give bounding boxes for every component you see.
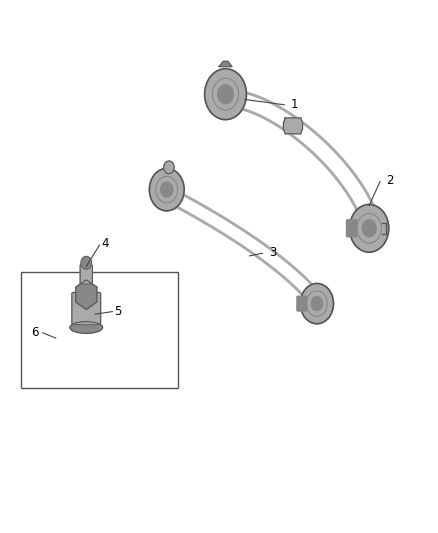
Circle shape xyxy=(149,168,184,211)
FancyBboxPatch shape xyxy=(72,293,101,325)
Circle shape xyxy=(311,297,322,311)
Text: 5: 5 xyxy=(115,305,122,318)
Circle shape xyxy=(164,161,174,174)
FancyBboxPatch shape xyxy=(346,220,357,237)
Text: 4: 4 xyxy=(102,237,109,250)
Polygon shape xyxy=(219,61,232,67)
Polygon shape xyxy=(283,118,303,134)
FancyBboxPatch shape xyxy=(80,265,92,284)
Circle shape xyxy=(362,220,376,237)
FancyBboxPatch shape xyxy=(297,296,307,311)
Ellipse shape xyxy=(70,321,102,333)
Circle shape xyxy=(218,85,233,104)
Text: 3: 3 xyxy=(269,246,276,259)
Circle shape xyxy=(81,256,92,269)
Circle shape xyxy=(205,69,247,119)
Circle shape xyxy=(350,205,389,252)
Polygon shape xyxy=(76,280,97,310)
Circle shape xyxy=(161,182,173,197)
Text: 2: 2 xyxy=(387,174,394,187)
Bar xyxy=(21,272,178,389)
Text: 1: 1 xyxy=(291,98,298,111)
Circle shape xyxy=(300,284,333,324)
Text: 6: 6 xyxy=(31,326,39,339)
